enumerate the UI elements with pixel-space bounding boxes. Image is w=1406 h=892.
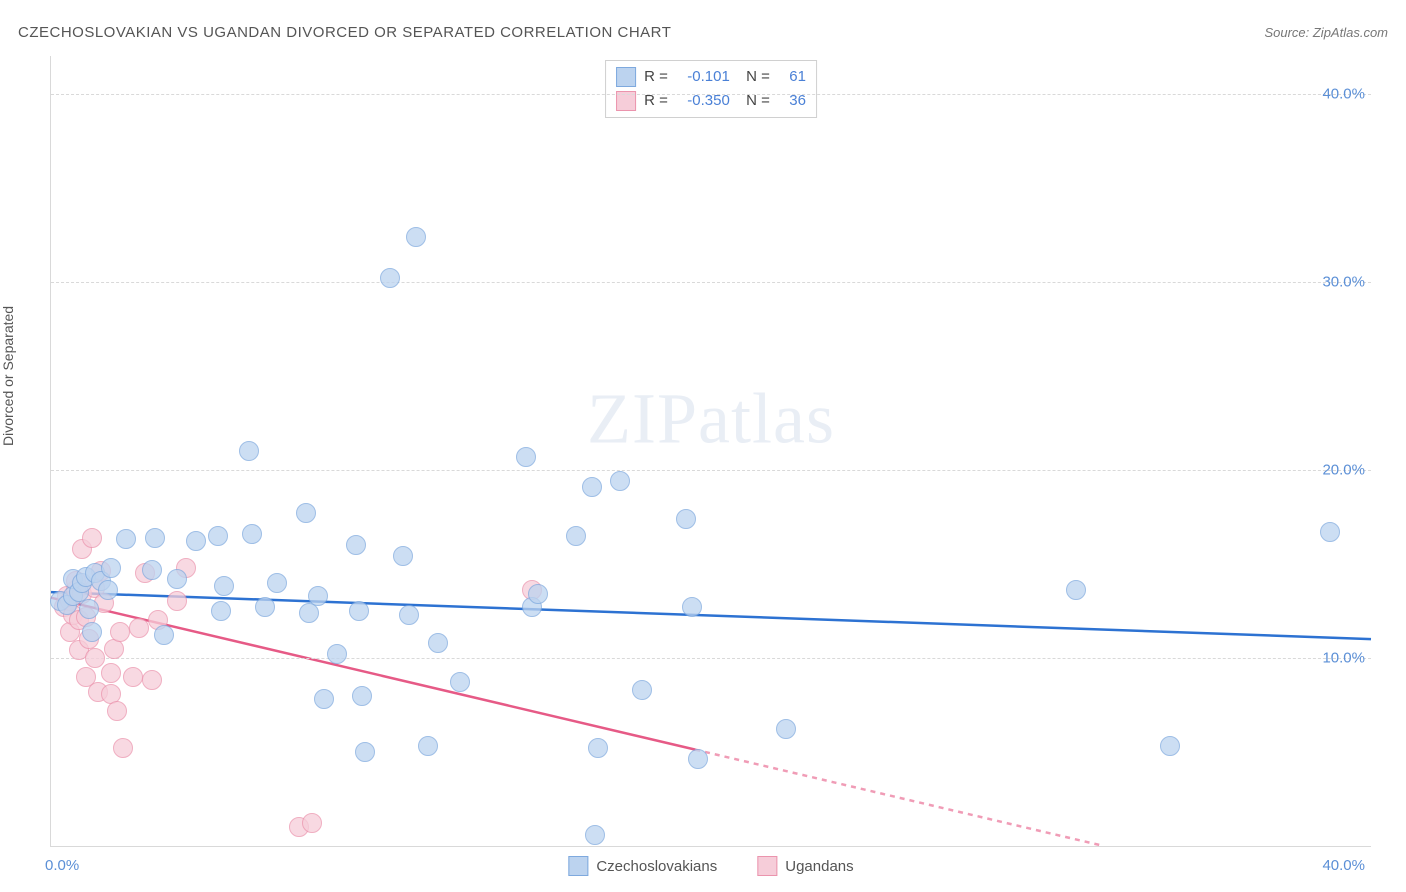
ugandan-point bbox=[142, 670, 162, 690]
stats-swatch bbox=[616, 67, 636, 87]
czech-point bbox=[349, 601, 369, 621]
czech-point bbox=[588, 738, 608, 758]
czech-point bbox=[418, 736, 438, 756]
czech-point bbox=[255, 597, 275, 617]
n-value: 36 bbox=[778, 89, 806, 113]
czech-point bbox=[582, 477, 602, 497]
correlation-stats-box: R = -0.101 N = 61 R = -0.350 N = 36 bbox=[605, 60, 817, 118]
y-axis-tick: 20.0% bbox=[1322, 461, 1365, 478]
czech-point bbox=[98, 580, 118, 600]
czech-point bbox=[186, 531, 206, 551]
czech-point bbox=[1066, 580, 1086, 600]
y-axis-label: Divorced or Separated bbox=[0, 306, 16, 446]
czech-point bbox=[352, 686, 372, 706]
gridline bbox=[51, 282, 1371, 283]
watermark-atlas: atlas bbox=[698, 379, 835, 459]
n-label: N = bbox=[738, 89, 770, 113]
r-value: -0.101 bbox=[676, 65, 730, 89]
czech-point bbox=[1320, 522, 1340, 542]
czech-point bbox=[1160, 736, 1180, 756]
y-axis-tick: 10.0% bbox=[1322, 649, 1365, 666]
stats-row: R = -0.101 N = 61 bbox=[616, 65, 806, 89]
czech-trend-line bbox=[51, 592, 1371, 639]
czech-point bbox=[355, 742, 375, 762]
czech-point bbox=[585, 825, 605, 845]
ugandan-point bbox=[167, 591, 187, 611]
legend-swatch bbox=[568, 856, 588, 876]
ugandan-point bbox=[129, 618, 149, 638]
czech-point bbox=[267, 573, 287, 593]
czech-point bbox=[516, 447, 536, 467]
czech-point bbox=[346, 535, 366, 555]
r-label: R = bbox=[644, 65, 668, 89]
czech-point bbox=[296, 503, 316, 523]
czech-point bbox=[406, 227, 426, 247]
watermark-zip: ZIP bbox=[587, 379, 698, 459]
chart-title: CZECHOSLOVAKIAN VS UGANDAN DIVORCED OR S… bbox=[18, 24, 671, 41]
czech-point bbox=[208, 526, 228, 546]
czech-point bbox=[688, 749, 708, 769]
czech-point bbox=[82, 622, 102, 642]
gridline bbox=[51, 470, 1371, 471]
y-axis-tick: 40.0% bbox=[1322, 85, 1365, 102]
ugandan-point bbox=[85, 648, 105, 668]
ugandan-point bbox=[101, 663, 121, 683]
series-legend: Czechoslovakians Ugandans bbox=[568, 856, 853, 876]
czech-point bbox=[154, 625, 174, 645]
legend-label: Czechoslovakians bbox=[596, 858, 717, 875]
czech-point bbox=[299, 603, 319, 623]
czech-point bbox=[676, 509, 696, 529]
source-attribution: Source: ZipAtlas.com bbox=[1264, 25, 1388, 40]
legend-item: Czechoslovakians bbox=[568, 856, 717, 876]
czech-point bbox=[450, 672, 470, 692]
czech-point bbox=[399, 605, 419, 625]
n-label: N = bbox=[738, 65, 770, 89]
r-value: -0.350 bbox=[676, 89, 730, 113]
gridline bbox=[51, 658, 1371, 659]
legend-label: Ugandans bbox=[785, 858, 853, 875]
legend-swatch bbox=[757, 856, 777, 876]
ugandan-point bbox=[302, 813, 322, 833]
czech-point bbox=[327, 644, 347, 664]
czech-point bbox=[428, 633, 448, 653]
ugandan-point bbox=[110, 622, 130, 642]
czech-point bbox=[314, 689, 334, 709]
czech-point bbox=[239, 441, 259, 461]
czech-point bbox=[242, 524, 262, 544]
ugandan-point bbox=[107, 701, 127, 721]
ugandan-trend-line bbox=[695, 750, 1104, 846]
gridline bbox=[51, 94, 1371, 95]
czech-point bbox=[79, 599, 99, 619]
ugandan-point bbox=[123, 667, 143, 687]
stats-row: R = -0.350 N = 36 bbox=[616, 89, 806, 113]
czech-point bbox=[776, 719, 796, 739]
title-bar: CZECHOSLOVAKIAN VS UGANDAN DIVORCED OR S… bbox=[18, 18, 1388, 46]
czech-point bbox=[566, 526, 586, 546]
legend-item: Ugandans bbox=[757, 856, 853, 876]
czech-point bbox=[211, 601, 231, 621]
czech-point bbox=[214, 576, 234, 596]
czech-point bbox=[380, 268, 400, 288]
x-axis-tick-min: 0.0% bbox=[45, 857, 79, 874]
n-value: 61 bbox=[778, 65, 806, 89]
czech-point bbox=[116, 529, 136, 549]
czech-point bbox=[167, 569, 187, 589]
ugandan-point bbox=[113, 738, 133, 758]
czech-point bbox=[682, 597, 702, 617]
czech-point bbox=[610, 471, 630, 491]
czech-point bbox=[101, 558, 121, 578]
czech-point bbox=[308, 586, 328, 606]
x-axis-tick-max: 40.0% bbox=[1322, 857, 1365, 874]
czech-point bbox=[632, 680, 652, 700]
czech-point bbox=[528, 584, 548, 604]
czech-point bbox=[145, 528, 165, 548]
watermark: ZIPatlas bbox=[587, 378, 835, 461]
r-label: R = bbox=[644, 89, 668, 113]
y-axis-tick: 30.0% bbox=[1322, 273, 1365, 290]
chart-plot-area: ZIPatlas R =-0.101 N =61R =-0.350 N =36 … bbox=[50, 56, 1371, 847]
czech-point bbox=[393, 546, 413, 566]
ugandan-point bbox=[82, 528, 102, 548]
czech-point bbox=[142, 560, 162, 580]
